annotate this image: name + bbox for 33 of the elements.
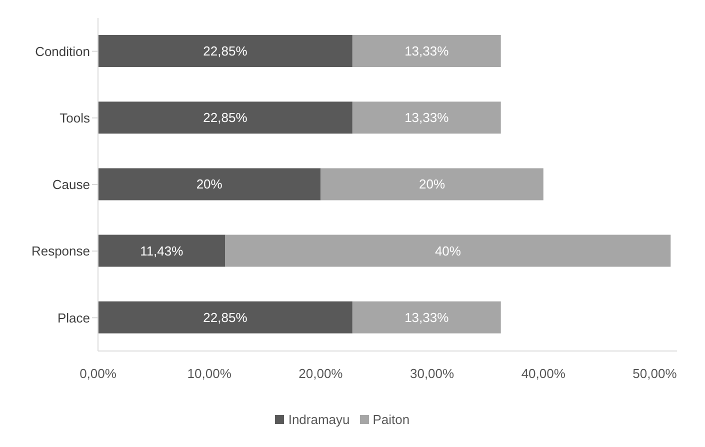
data-label: 13,33% [404, 310, 450, 325]
bar [98, 35, 352, 67]
bar [98, 102, 352, 134]
y-tick-label: Tools [60, 110, 90, 126]
data-label: 22,85% [203, 310, 248, 325]
data-label: 13,33% [404, 110, 450, 126]
bar [352, 301, 501, 334]
y-tick-label: Response [31, 244, 90, 259]
bar [98, 301, 352, 334]
data-label: 13,33% [404, 44, 450, 58]
data-label: 20% [419, 176, 446, 192]
x-tick-label: 0,00% [80, 366, 117, 382]
x-tick-label: 30,00% [410, 366, 455, 382]
bar [352, 102, 501, 134]
data-label: 22,85% [203, 44, 248, 58]
bar [225, 234, 671, 267]
bar [98, 168, 321, 200]
y-tick-label: Place [57, 310, 90, 326]
x-tick-label: 20,00% [298, 366, 344, 382]
y-tick-label: Condition [35, 44, 90, 59]
legend-label: Indramayu [288, 412, 350, 427]
bar [98, 234, 226, 267]
data-label: 20% [196, 176, 223, 192]
bar [352, 35, 501, 67]
x-tick-label: 50,00% [632, 366, 678, 382]
data-label: 11,43% [140, 243, 184, 258]
legend-label: Paiton [372, 412, 410, 427]
data-label: 40% [434, 243, 462, 258]
bar [320, 168, 544, 200]
x-tick-label: 10,00% [187, 366, 232, 382]
data-label: 22,85% [203, 110, 248, 126]
y-tick-label: Cause [52, 177, 90, 192]
x-tick-label: 40,00% [521, 366, 566, 382]
